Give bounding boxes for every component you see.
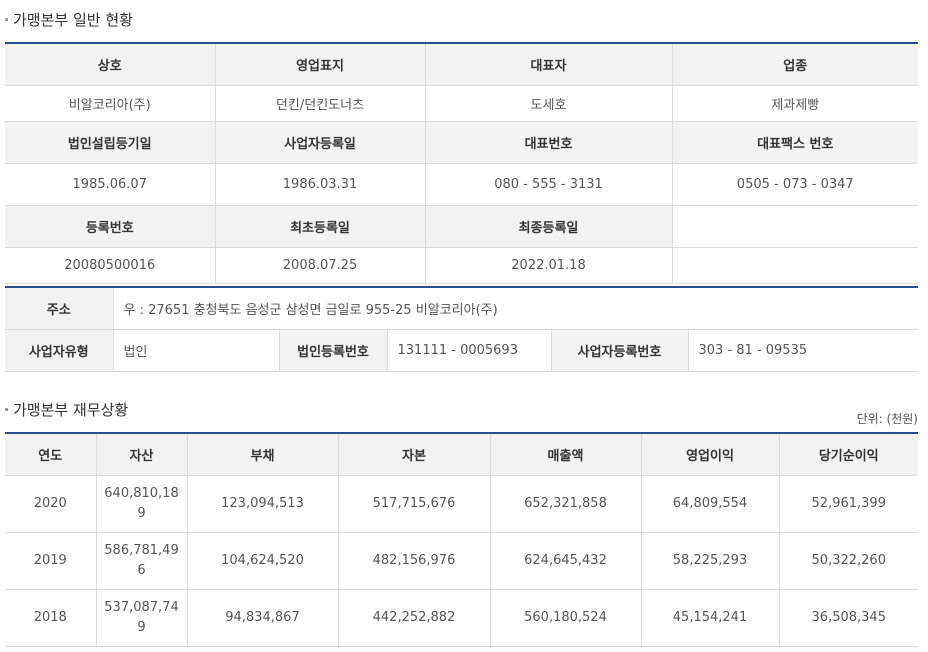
header-equity: 자본 [338,433,491,476]
biz-reg-value: 303 - 81 - 09535 [688,329,918,372]
general-section-title: 가맹본부 일반 현황 [5,9,133,30]
general-info-table: 상호 영업표지 대표자 업종 비알코리아(주) 던킨/던킨도너츠 도세호 제과제… [5,42,918,284]
value-ceo: 도세호 [425,85,673,122]
registration-row: 사업자유형 법인 법인등록번호 131111 - 0005693 사업자등록번호… [5,329,918,372]
value-first-reg-date: 2008.07.25 [215,247,426,284]
header-trade-name: 상호 [5,43,216,86]
header-biz-reg-date: 사업자등록일 [215,121,426,164]
cell-revenue: 560,180,524 [490,589,642,647]
cell-net-income: 50,322,260 [779,532,918,590]
table-row: 1985.06.07 1986.03.31 080 - 555 - 3131 0… [5,163,918,206]
cell-year: 2019 [5,532,97,590]
cell-liabilities: 94,834,867 [187,589,339,647]
table-header-row: 등록번호 최초등록일 최종등록일 [5,205,918,248]
cell-revenue: 624,645,432 [490,532,642,590]
value-trade-name: 비알코리아(주) [5,85,216,122]
cell-equity: 482,156,976 [338,532,491,590]
value-phone: 080 - 555 - 3131 [425,163,673,206]
cell-equity: 517,715,676 [338,475,491,533]
header-net-income: 당기순이익 [779,433,918,476]
header-assets: 자산 [96,433,188,476]
table-row: 2020 640,810,189 123,094,513 517,715,676… [5,475,918,533]
header-brand: 영업표지 [215,43,426,86]
value-biz-reg-date: 1986.03.31 [215,163,426,206]
corp-reg-value: 131111 - 0005693 [387,329,552,372]
cell-liabilities: 123,094,513 [187,475,339,533]
address-value: 우 : 27651 충청북도 음성군 삼성면 금일로 955-25 비알코리아(… [113,287,918,330]
corp-reg-label: 법인등록번호 [279,329,388,372]
header-reg-number: 등록번호 [5,205,216,248]
header-operating-profit: 영업이익 [641,433,780,476]
finance-table: 연도 자산 부채 자본 매출액 영업이익 당기순이익 2020 640,810,… [5,432,918,647]
value-fax: 0505 - 073 - 0347 [672,163,918,206]
table-header-row: 상호 영업표지 대표자 업종 [5,43,918,86]
header-revenue: 매출액 [490,433,642,476]
biz-type-label: 사업자유형 [5,329,114,372]
biz-reg-label: 사업자등록번호 [551,329,689,372]
table-header-row: 연도 자산 부채 자본 매출액 영업이익 당기순이익 [5,433,918,476]
header-liabilities: 부채 [187,433,339,476]
value-last-reg-date: 2022.01.18 [425,247,673,284]
cell-operating-profit: 58,225,293 [641,532,780,590]
finance-section-title: 가맹본부 재무상황 [5,399,128,420]
bullet-icon [5,408,8,411]
unit-label: 단위: (천원) [856,412,918,426]
table-row: 20080500016 2008.07.25 2022.01.18 [5,247,918,284]
biz-type-value: 법인 [113,329,280,372]
cell-assets: 640,810,189 [96,475,188,533]
header-ceo: 대표자 [425,43,673,86]
address-table: 주소 우 : 27651 충청북도 음성군 삼성면 금일로 955-25 비알코… [5,286,918,372]
header-empty [672,205,918,248]
cell-net-income: 36,508,345 [779,589,918,647]
bullet-icon [5,18,8,21]
cell-assets: 586,781,496 [96,532,188,590]
cell-revenue: 652,321,858 [490,475,642,533]
table-header-row: 법인설립등기일 사업자등록일 대표번호 대표팩스 번호 [5,121,918,164]
header-incorporation-date: 법인설립등기일 [5,121,216,164]
header-last-reg-date: 최종등록일 [425,205,673,248]
value-reg-number: 20080500016 [5,247,216,284]
value-incorporation-date: 1985.06.07 [5,163,216,206]
cell-year: 2018 [5,589,97,647]
general-title-text: 가맹본부 일반 현황 [13,11,133,29]
header-phone: 대표번호 [425,121,673,164]
cell-operating-profit: 45,154,241 [641,589,780,647]
cell-assets: 537,087,749 [96,589,188,647]
table-row: 2018 537,087,749 94,834,867 442,252,882 … [5,589,918,647]
value-brand: 던킨/던킨도너츠 [215,85,426,122]
header-year: 연도 [5,433,97,476]
cell-operating-profit: 64,809,554 [641,475,780,533]
address-label: 주소 [5,287,114,330]
value-empty [672,247,918,284]
header-first-reg-date: 최초등록일 [215,205,426,248]
cell-equity: 442,252,882 [338,589,491,647]
cell-liabilities: 104,624,520 [187,532,339,590]
table-row: 2019 586,781,496 104,624,520 482,156,976… [5,532,918,590]
table-row: 비알코리아(주) 던킨/던킨도너츠 도세호 제과제빵 [5,85,918,122]
cell-net-income: 52,961,399 [779,475,918,533]
header-fax: 대표팩스 번호 [672,121,918,164]
finance-title-text: 가맹본부 재무상황 [13,401,129,419]
address-row: 주소 우 : 27651 충청북도 음성군 삼성면 금일로 955-25 비알코… [5,287,918,330]
header-industry: 업종 [672,43,918,86]
value-industry: 제과제빵 [672,85,918,122]
cell-year: 2020 [5,475,97,533]
